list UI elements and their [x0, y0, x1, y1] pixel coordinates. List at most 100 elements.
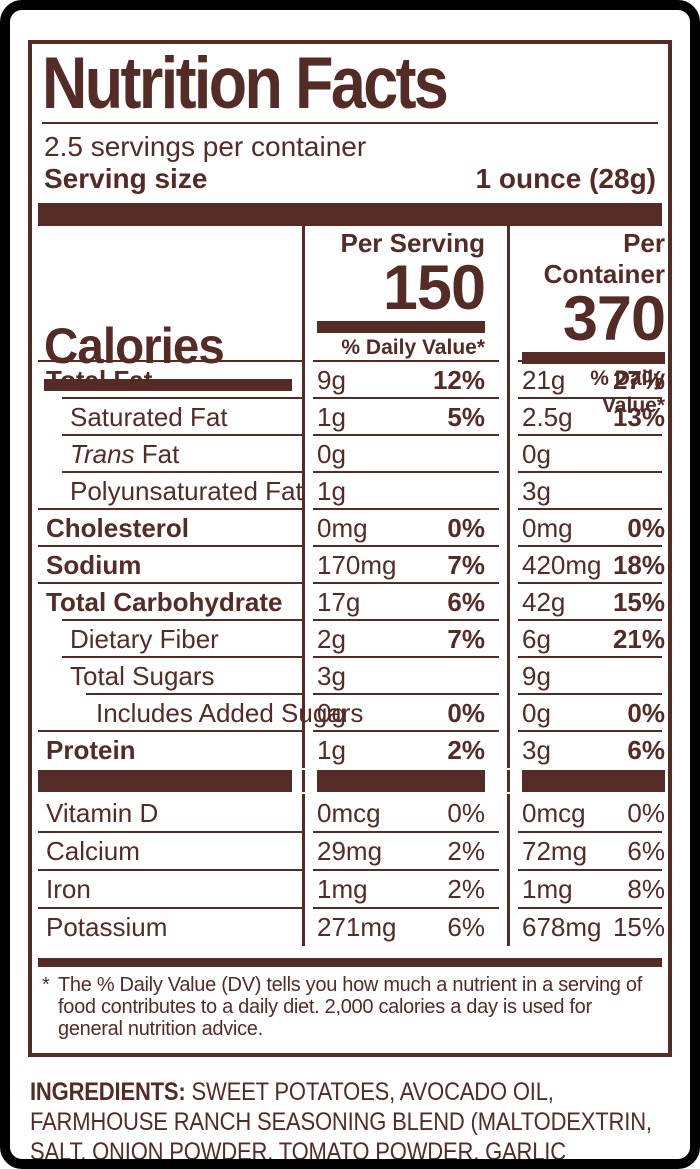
table-row: Trans Fat 0g 0g: [38, 434, 662, 472]
per-serving-header-cell: Per Serving 150 % Daily Value*: [302, 226, 507, 419]
nutrient-name: Total Sugars: [70, 660, 215, 691]
separator-bar-cell: [302, 770, 507, 792]
per-container-dv: 6%: [627, 734, 665, 765]
per-container-amount: 0g: [522, 438, 551, 469]
per-serving-cell: 9g 12%: [302, 360, 507, 398]
per-container-dv: 0%: [627, 697, 665, 728]
table-row: Calcium 29mg 2% 72mg 6%: [38, 831, 665, 870]
nutrient-name-cell: Saturated Fat: [38, 397, 302, 435]
per-container-amount: 42g: [522, 586, 566, 617]
nutrient-name: Calcium: [46, 836, 140, 866]
per-container-dv: 0%: [627, 512, 665, 543]
per-container-dv: 27%: [612, 364, 665, 395]
separator-bar-segment: [317, 770, 485, 792]
per-serving-dv: 5%: [447, 401, 485, 432]
serving-size-row: Serving size 1 ounce (28g): [44, 163, 656, 195]
nutrient-name-cell: Includes Added Sugars: [38, 693, 363, 731]
footnote-text: The % Daily Value (DV) tells you how muc…: [58, 974, 642, 1040]
table-header-row: Calories Per Serving 150 % Daily Value* …: [38, 226, 666, 419]
nutrient-name: Cholesterol: [46, 512, 190, 543]
calories-per-serving-value: 150: [382, 253, 486, 323]
table-row: Dietary Fiber 2g 7% 6g 21%: [38, 619, 665, 657]
per-container-dv: 0%: [627, 798, 665, 828]
per-serving-cell: 0mcg 0%: [302, 794, 507, 832]
per-serving-amount: 1g: [317, 401, 346, 432]
per-container-amount: 9g: [522, 660, 551, 691]
per-container-dv: 18%: [612, 549, 665, 580]
per-container-cell: 0g: [507, 434, 670, 472]
per-serving-amount: 1g: [317, 475, 346, 506]
table-row: Cholesterol 0mg 0% 0mg 0%: [38, 508, 665, 546]
per-container-dv: 21%: [612, 623, 665, 654]
per-serving-amount: 0mcg: [317, 798, 381, 828]
per-serving-cell: 3g: [302, 656, 507, 694]
per-serving-amount: 0mg: [317, 512, 368, 543]
per-container-header-cell: Per Container 370 % Daily Value*: [507, 226, 670, 419]
nutrient-name: Includes Added Sugars: [96, 697, 364, 728]
per-container-amount: 0g: [522, 697, 551, 728]
ingredients: INGREDIENTS: SWEET POTATOES, AVOCADO OIL…: [30, 1077, 674, 1169]
per-serving-cell: 1g 2%: [302, 730, 507, 768]
per-serving-cell: 1g 5%: [302, 397, 507, 435]
ingredients-label: INGREDIENTS:: [30, 1078, 186, 1106]
per-serving-cell: 2g 7%: [302, 619, 507, 657]
per-container-amount: 678mg: [522, 912, 602, 942]
per-serving-dv: 0%: [447, 697, 485, 728]
nutrient-name: Protein: [46, 734, 136, 765]
per-serving-underline-bar: [317, 321, 485, 333]
per-serving-dv: 7%: [447, 623, 485, 654]
per-container-cell: 2.5g 13%: [507, 397, 670, 435]
per-container-cell: 42g 15%: [507, 582, 670, 620]
table-row: Saturated Fat 1g 5% 2.5g 13%: [38, 397, 665, 435]
table-row: Iron 1mg 2% 1mg 8%: [38, 869, 665, 908]
serving-size-value: 1 ounce (28g): [475, 163, 656, 194]
table-row: Total Carbohydrate 17g 6% 42g 15%: [38, 582, 665, 620]
per-container-dv: 8%: [627, 874, 665, 904]
per-container-cell: 3g: [507, 471, 670, 509]
per-container-dv: 13%: [612, 401, 665, 432]
panel-title: Nutrition Facts: [42, 43, 449, 124]
per-container-cell: 3g 6%: [507, 730, 670, 768]
nutrient-name: Dietary Fiber: [70, 623, 219, 654]
nutrient-name-cell: Total Sugars: [38, 656, 302, 694]
per-serving-amount: 271mg: [317, 912, 397, 942]
table-row: Polyunsaturated Fat 1g 3g: [38, 471, 662, 509]
nutrient-name: Polyunsaturated Fat: [70, 475, 303, 506]
per-serving-amount: 170mg: [317, 549, 397, 580]
per-serving-dv: 12%: [432, 364, 485, 395]
nutrient-name-cell: Polyunsaturated Fat: [38, 471, 303, 509]
per-container-cell: 9g: [507, 656, 670, 694]
nutrient-name-cell: Dietary Fiber: [38, 619, 302, 657]
nutrient-name-cell: Iron: [38, 869, 302, 908]
per-serving-cell: 170mg 7%: [302, 545, 507, 583]
per-container-cell: 6g 21%: [507, 619, 670, 657]
per-container-amount: 1mg: [522, 874, 573, 904]
nutrient-name: Total Fat: [46, 364, 153, 395]
per-container-cell: 21g 27%: [507, 360, 670, 398]
nutrient-name-cell: Calcium: [38, 831, 302, 870]
table-row: Protein 1g 2% 3g 6%: [38, 730, 665, 768]
table-row: Includes Added Sugars 0g 0% 0g 0%: [38, 693, 665, 731]
calories-per-container-value: 370: [562, 284, 666, 354]
calories-cell: Calories: [38, 226, 302, 419]
footnote-asterisk: *: [42, 974, 50, 996]
per-container-amount: 3g: [522, 475, 551, 506]
nutrition-table: Calories Per Serving 150 % Daily Value* …: [38, 226, 666, 946]
nutrient-name-cell: Cholesterol: [38, 508, 302, 546]
per-serving-cell: 0g: [302, 434, 507, 472]
per-serving-cell: 29mg 2%: [302, 831, 507, 870]
table-row: Potassium 271mg 6% 678mg 15%: [38, 907, 665, 946]
per-serving-amount: 1g: [317, 734, 346, 765]
per-container-amount: 72mg: [522, 836, 588, 866]
per-serving-amount: 29mg: [317, 836, 383, 866]
nutrient-name: Sodium: [46, 549, 142, 580]
per-serving-amount: 9g: [317, 364, 346, 395]
per-serving-dv: 2%: [447, 734, 485, 765]
serving-size-label: Serving size: [44, 163, 208, 194]
separator-bar-bottom: [38, 958, 662, 967]
per-serving-cell: 1mg 2%: [302, 869, 507, 908]
per-serving-dv: 0%: [447, 512, 485, 543]
per-serving-dv: 0%: [447, 798, 485, 828]
separator-bar-cell: [507, 770, 670, 792]
